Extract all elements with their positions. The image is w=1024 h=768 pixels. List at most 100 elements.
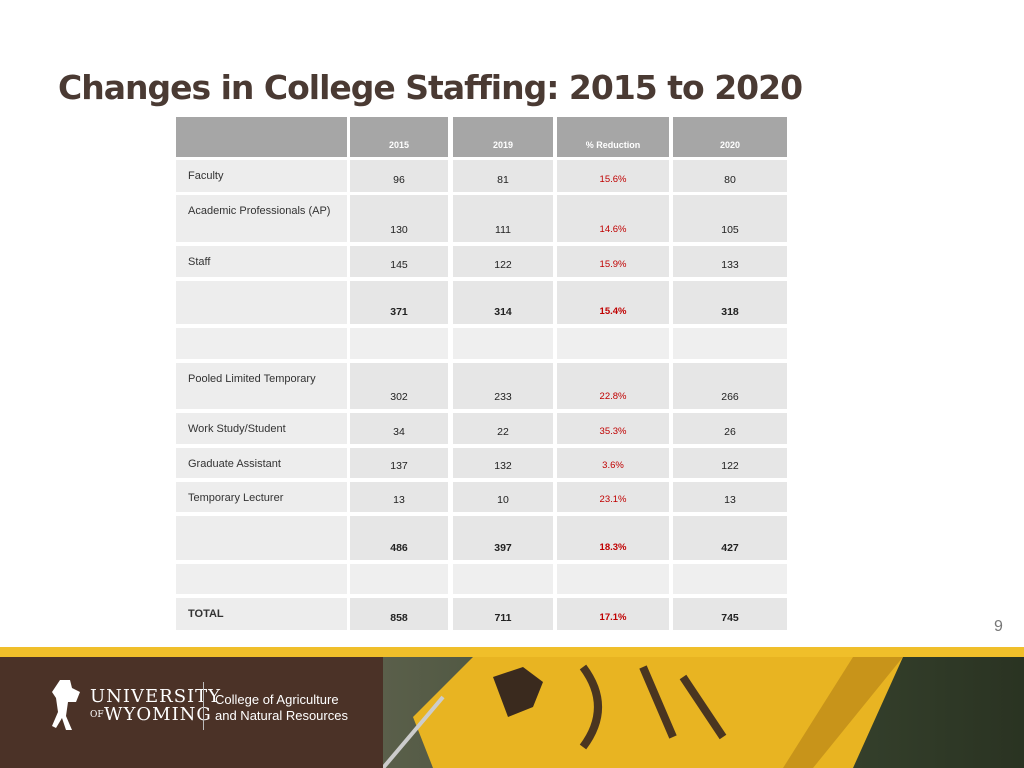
cell-value: 15.6%: [599, 174, 627, 185]
cell-value: 18.3%: [599, 542, 627, 553]
table-cell: 745: [673, 598, 787, 630]
cell-value: 96: [393, 174, 405, 186]
header-cell: [176, 117, 347, 157]
cell-value: 35.3%: [599, 426, 627, 437]
cell-value: 13: [393, 494, 405, 506]
college-name: College of Agriculture: [215, 692, 339, 707]
row-label: Pooled Limited Temporary: [188, 373, 316, 385]
table-cell: 427: [673, 516, 787, 560]
table-cell: 18.3%: [557, 516, 669, 560]
table-cell: Temporary Lecturer: [176, 482, 347, 512]
row-label: Graduate Assistant: [188, 458, 281, 470]
college-name: and Natural Resources: [215, 708, 348, 723]
cell-value: 318: [721, 306, 739, 318]
cell-value: 314: [494, 306, 512, 318]
table-cell: 13: [673, 482, 787, 512]
cell-value: 427: [721, 542, 739, 554]
cell-value: 858: [390, 612, 408, 624]
cell-value: 111: [495, 224, 511, 236]
cell-value: 81: [497, 174, 509, 186]
table-cell: Graduate Assistant: [176, 448, 347, 478]
cell-value: 15.9%: [599, 259, 627, 270]
spacer-cell: [350, 328, 448, 359]
table-cell: 14.6%: [557, 195, 669, 242]
cell-value: 266: [721, 391, 739, 403]
spacer-cell: [176, 328, 347, 359]
logo-icon: [52, 680, 80, 730]
cell-value: 22: [497, 426, 509, 438]
cell-value: 397: [494, 542, 512, 554]
spacer-cell: [350, 564, 448, 594]
spacer-cell: [453, 328, 553, 359]
cell-value: 15.4%: [599, 306, 627, 317]
header-cell: % Reduction: [557, 117, 669, 157]
spacer-cell: [453, 564, 553, 594]
cell-value: 122: [721, 460, 739, 472]
table-cell: 397: [453, 516, 553, 560]
header-cell: 2019: [453, 117, 553, 157]
logo-text: WYOMING: [104, 704, 212, 725]
cell-value: 17.1%: [599, 612, 627, 623]
row-label: TOTAL: [188, 608, 224, 620]
table-cell: 145: [350, 246, 448, 277]
column-header: 2019: [492, 140, 514, 150]
table-cell: 302: [350, 363, 448, 409]
table-cell: 34: [350, 413, 448, 444]
cell-value: 14.6%: [599, 224, 627, 235]
spacer-cell: [673, 564, 787, 594]
row-label: Staff: [188, 256, 211, 268]
row-label: Academic Professionals (AP): [188, 205, 331, 217]
table-cell: 10: [453, 482, 553, 512]
table-cell: 111: [453, 195, 553, 242]
cell-value: 486: [390, 542, 408, 554]
table-cell: 137: [350, 448, 448, 478]
cell-value: 133: [721, 259, 739, 271]
header-cell: 2015: [350, 117, 448, 157]
table-cell: 711: [453, 598, 553, 630]
table-cell: 15.4%: [557, 281, 669, 324]
slide-title: Changes in College Staffing: 2015 to 202…: [58, 68, 803, 107]
table-cell: 15.9%: [557, 246, 669, 277]
column-header: 2020: [719, 140, 741, 150]
table-cell: 318: [673, 281, 787, 324]
table-cell: 17.1%: [557, 598, 669, 630]
table-cell: 314: [453, 281, 553, 324]
cell-value: 34: [393, 426, 405, 438]
table-cell: Faculty: [176, 160, 347, 192]
table-cell: Pooled Limited Temporary: [176, 363, 347, 409]
cell-value: 145: [390, 259, 408, 271]
cell-value: 132: [494, 460, 512, 472]
table-cell: 80: [673, 160, 787, 192]
table-cell: Work Study/Student: [176, 413, 347, 444]
table-cell: 371: [350, 281, 448, 324]
logo-text: OF: [90, 710, 104, 720]
cell-value: 3.6%: [602, 460, 624, 471]
cell-value: 26: [724, 426, 736, 438]
spacer-cell: [557, 328, 669, 359]
logo-text: UNIVERSITY: [90, 686, 222, 707]
table-cell: 122: [453, 246, 553, 277]
table-cell: Staff: [176, 246, 347, 277]
table-cell: 22.8%: [557, 363, 669, 409]
table-cell: 81: [453, 160, 553, 192]
cell-value: 23.1%: [599, 494, 627, 505]
table-cell: 105: [673, 195, 787, 242]
row-label: Work Study/Student: [188, 423, 286, 435]
cell-value: 233: [494, 391, 512, 403]
table-cell: [176, 516, 347, 560]
cell-value: 130: [390, 224, 408, 236]
cell-value: 137: [390, 460, 408, 472]
table-cell: Academic Professionals (AP): [176, 195, 347, 242]
table-cell: 26: [673, 413, 787, 444]
table-cell: 35.3%: [557, 413, 669, 444]
cell-value: 371: [390, 306, 408, 318]
table-cell: 132: [453, 448, 553, 478]
column-header: 2015: [388, 140, 410, 150]
cell-value: 13: [724, 494, 736, 506]
table-cell: TOTAL: [176, 598, 347, 630]
table-cell: 122: [673, 448, 787, 478]
spacer-cell: [176, 564, 347, 594]
table-cell: 15.6%: [557, 160, 669, 192]
cell-value: 22.8%: [599, 391, 627, 402]
